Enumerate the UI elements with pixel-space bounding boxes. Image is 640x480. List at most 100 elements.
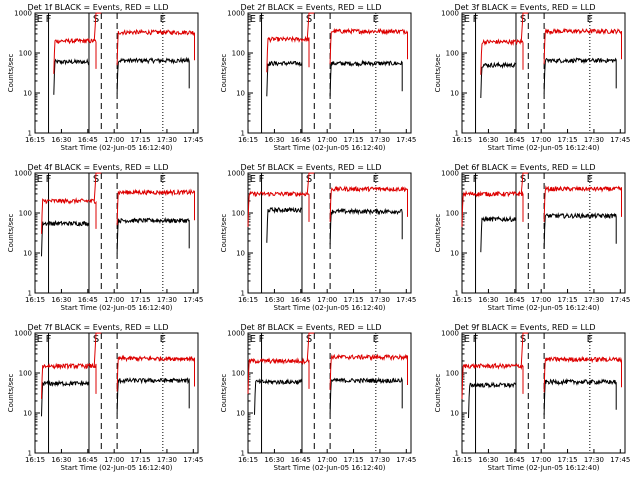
y-tick-label: 1: [455, 450, 459, 458]
x-axis-label: Start Time (02-Jun-05 16:12:40): [61, 144, 173, 152]
series-events-trace: [266, 60, 303, 97]
x-tick-label: 16:45: [291, 296, 311, 304]
y-tick-label: 1: [28, 130, 32, 138]
marker-E: E: [250, 174, 256, 185]
x-tick-label: 17:15: [130, 296, 150, 304]
panel-det-3: Det 3f BLACK = Events, RED = LLD 1 10 100 10…: [434, 3, 630, 152]
y-tick-label: 100: [19, 210, 32, 218]
series-lld-trace: [116, 188, 195, 226]
y-tick-label: 1: [241, 450, 245, 458]
series-lld-trace: [266, 35, 310, 73]
y-tick-label: 100: [446, 210, 459, 218]
y-axis-label: Counts/sec: [220, 214, 228, 253]
panel-det-7: Det 7f BLACK = Events, RED = LLD 1 10 100 10…: [7, 323, 203, 472]
x-tick-label: 16:30: [264, 456, 284, 464]
series-lld-trace: [543, 185, 622, 222]
x-tick-label: 16:30: [264, 296, 284, 304]
x-tick-label: 17:45: [396, 136, 416, 144]
series-lld-trace: [41, 197, 97, 234]
x-tick-label: 16:45: [505, 136, 525, 144]
x-tick-label: 16:15: [238, 456, 258, 464]
y-tick-label: 10: [236, 90, 245, 98]
marker-E: E: [160, 14, 166, 25]
series-events-trace: [329, 207, 403, 245]
x-tick-label: 16:45: [291, 456, 311, 464]
series-lld-spike: [93, 332, 102, 366]
x-tick-label: 16:45: [291, 136, 311, 144]
series-lld-spike: [520, 12, 529, 42]
panel-title: Det 6f BLACK = Events, RED = LLD: [454, 163, 595, 172]
panel-title: Det 2f BLACK = Events, RED = LLD: [240, 3, 381, 12]
y-tick-label: 100: [232, 370, 245, 378]
x-tick-label: 17:00: [104, 136, 124, 144]
x-tick-label: 16:30: [478, 456, 498, 464]
marker-F: F: [259, 334, 265, 345]
y-tick-label: 1000: [441, 170, 459, 178]
series-lld-trace: [329, 27, 408, 65]
y-tick-label: 1: [28, 450, 32, 458]
x-tick-label: 17:15: [343, 456, 363, 464]
series-events-trace: [53, 58, 90, 95]
marker-F: F: [46, 14, 52, 25]
y-tick-label: 10: [23, 90, 32, 98]
y-tick-label: 10: [450, 90, 459, 98]
y-axis-label: Counts/sec: [7, 214, 15, 253]
marker-E: E: [37, 334, 43, 345]
x-tick-label: 17:45: [396, 456, 416, 464]
x-tick-label: 16:15: [452, 456, 472, 464]
marker-F: F: [259, 174, 265, 185]
plot-frame: [247, 12, 412, 134]
x-tick-label: 17:45: [610, 296, 630, 304]
x-tick-label: 17:00: [104, 456, 124, 464]
series-events-trace: [254, 378, 303, 415]
x-tick-label: 17:15: [130, 456, 150, 464]
series-events-trace: [266, 206, 303, 243]
series-lld-trace: [329, 353, 408, 391]
series-lld-trace: [116, 28, 195, 66]
x-tick-label: 17:30: [370, 296, 390, 304]
marker-E: E: [37, 174, 43, 185]
series-events-trace: [41, 379, 90, 417]
series-events-trace: [329, 59, 403, 97]
x-tick-label: 16:30: [264, 136, 284, 144]
series-lld-spike: [93, 12, 102, 41]
panel-title: Det 7f BLACK = Events, RED = LLD: [27, 323, 168, 332]
series-events-trace: [480, 61, 517, 99]
x-tick-label: 17:30: [584, 296, 604, 304]
series-lld-spike: [306, 12, 315, 40]
series-events-trace: [468, 381, 517, 419]
panel-det-8: Det 8f BLACK = Events, RED = LLD 1 10 100 10…: [220, 323, 416, 472]
x-tick-label: 17:15: [557, 456, 577, 464]
series-lld-trace: [480, 38, 524, 75]
x-tick-label: 17:45: [183, 456, 203, 464]
marker-E: E: [37, 14, 43, 25]
y-tick-label: 10: [23, 250, 32, 258]
series-lld-trace: [461, 190, 524, 227]
x-axis-label: Start Time (02-Jun-05 16:12:40): [488, 464, 600, 472]
series-lld-trace: [53, 37, 97, 74]
marker-E: E: [373, 334, 379, 345]
x-tick-label: 17:15: [343, 296, 363, 304]
marker-E: E: [464, 14, 470, 25]
panel-title: Det 4f BLACK = Events, RED = LLD: [27, 163, 168, 172]
y-tick-label: 1000: [227, 330, 245, 338]
y-tick-label: 100: [446, 50, 459, 58]
y-tick-label: 1000: [14, 170, 32, 178]
x-tick-label: 17:00: [531, 136, 551, 144]
x-axis-label: Start Time (02-Jun-05 16:12:40): [61, 464, 173, 472]
y-tick-label: 10: [450, 250, 459, 258]
marker-E: E: [250, 334, 256, 345]
x-tick-label: 17:45: [610, 136, 630, 144]
x-tick-label: 17:15: [557, 136, 577, 144]
series-lld-trace: [247, 190, 310, 227]
x-tick-label: 17:30: [157, 136, 177, 144]
series-lld-trace: [247, 357, 310, 394]
plot-frame: [247, 172, 412, 294]
x-axis-label: Start Time (02-Jun-05 16:12:40): [274, 144, 386, 152]
panel-title: Det 5f BLACK = Events, RED = LLD: [240, 163, 381, 172]
x-tick-label: 17:15: [557, 296, 577, 304]
y-tick-label: 1: [241, 290, 245, 298]
x-tick-label: 17:00: [531, 456, 551, 464]
series-events-trace: [116, 56, 190, 94]
marker-F: F: [259, 14, 265, 25]
